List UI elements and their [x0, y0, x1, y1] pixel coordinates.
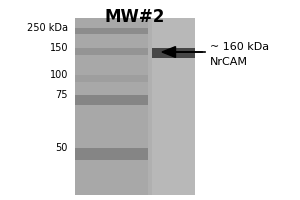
- Bar: [75, 75, 148, 82]
- Bar: [75, 95, 148, 105]
- Bar: [75, 18, 148, 195]
- Bar: [152, 48, 195, 58]
- Text: 250 kDa: 250 kDa: [27, 23, 68, 33]
- Text: 100: 100: [50, 70, 68, 80]
- Bar: [75, 28, 148, 34]
- Text: ~ 160 kDa: ~ 160 kDa: [210, 42, 269, 52]
- Bar: [75, 148, 148, 160]
- Text: 75: 75: [56, 90, 68, 100]
- Bar: [152, 18, 195, 195]
- Text: 50: 50: [56, 143, 68, 153]
- Polygon shape: [162, 47, 175, 57]
- Text: 150: 150: [50, 43, 68, 53]
- Bar: [75, 48, 148, 55]
- Text: MW#2: MW#2: [105, 8, 165, 26]
- Text: NrCAM: NrCAM: [210, 57, 248, 67]
- Bar: [75, 18, 195, 195]
